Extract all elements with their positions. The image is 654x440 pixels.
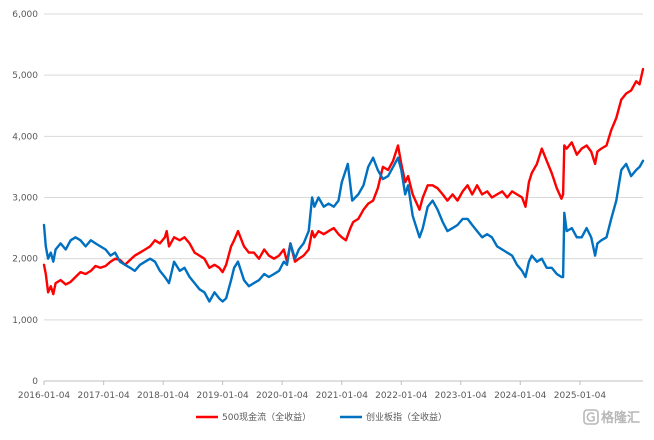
x-tick-label: 2023-01-04 (435, 391, 488, 401)
x-tick-label: 2025-01-04 (554, 391, 607, 401)
x-tick-label: 2021-01-04 (316, 391, 369, 401)
axes: 0 1,000 2,000 3,000 4,000 5,000 6,000 2016-01-0… (12, 10, 643, 401)
gridlines (44, 13, 643, 321)
x-tick-label: 2022-01-04 (375, 391, 428, 401)
legend-label-1: 500现金流（全收益） (222, 411, 311, 423)
x-tick-label: 2017-01-04 (77, 391, 130, 401)
x-tick-label: 2018-01-04 (137, 391, 190, 401)
watermark: 格隆汇 (583, 409, 640, 426)
watermark-logo-icon (583, 409, 599, 425)
y-tick-label: 4,000 (12, 132, 38, 142)
series-line-2 (42, 156, 645, 303)
legend-label-2: 创业板指（全收益） (366, 411, 447, 423)
x-tick-label: 2019-01-04 (196, 391, 249, 401)
y-tick-label: 0 (32, 377, 38, 387)
y-tick-label: 3,000 (12, 194, 38, 204)
series-line-1 (42, 67, 645, 296)
y-tick-label: 5,000 (12, 71, 38, 81)
y-tick-label: 1,000 (12, 316, 38, 326)
x-tick-label: 2016-01-04 (18, 391, 71, 401)
y-tick-label: 6,000 (12, 10, 38, 20)
watermark-text: 格隆汇 (601, 410, 640, 426)
x-tick-label: 2020-01-04 (256, 391, 309, 401)
legend: 500现金流（全收益） 创业板指（全收益） (196, 411, 447, 423)
y-tick-label: 2,000 (12, 255, 38, 265)
x-tick-label: 2024-01-04 (494, 391, 547, 401)
series-lines (42, 67, 645, 303)
